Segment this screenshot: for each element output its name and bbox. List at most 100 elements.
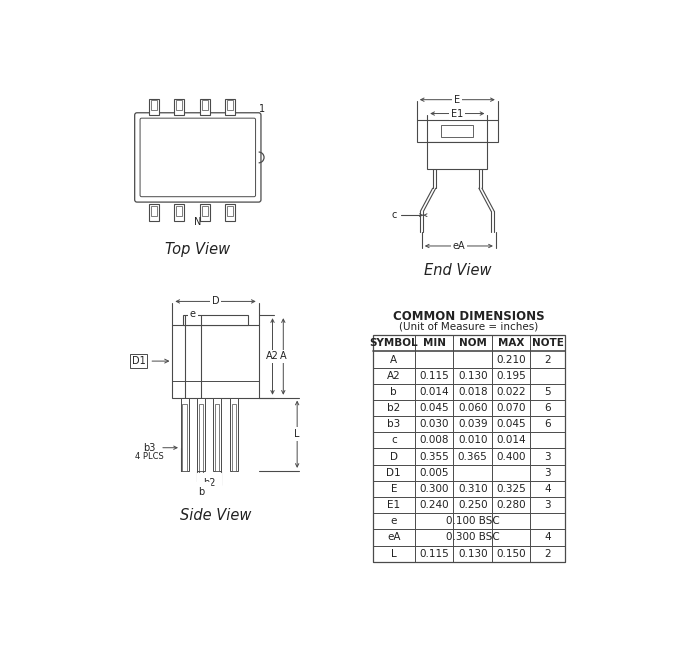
Text: 4 PLCS: 4 PLCS [135,452,164,461]
Text: e: e [391,516,397,526]
Text: L: L [295,429,300,439]
Text: 0.005: 0.005 [419,468,449,478]
Text: 0.365: 0.365 [458,452,488,462]
Bar [202,206,208,216]
Text: SYMBOL: SYMBOL [370,339,418,348]
Text: 0.240: 0.240 [419,500,449,510]
Text: 0.115: 0.115 [419,370,449,381]
Text: E: E [454,94,461,105]
Bar [199,99,210,115]
Text: 0.195: 0.195 [496,370,526,381]
Text: NOM: NOM [458,339,486,348]
Text: E: E [391,484,397,494]
Text: A: A [390,355,398,365]
Bar [172,324,258,398]
Text: 0.022: 0.022 [496,387,526,397]
Text: MAX: MAX [498,339,524,348]
Text: 0.010: 0.010 [458,436,487,445]
Text: 0.210: 0.210 [496,355,526,365]
Text: b3: b3 [143,443,155,452]
Bar [225,204,235,221]
Bar [227,100,233,111]
Bar [151,206,157,216]
Text: 0.045: 0.045 [496,419,526,429]
Text: End View: End View [424,263,491,278]
Text: 3: 3 [545,500,551,510]
Text: 0.130: 0.130 [458,549,487,559]
Text: 3: 3 [545,468,551,478]
Bar [214,398,221,471]
Text: 4: 4 [545,533,551,542]
Text: D: D [211,296,219,307]
Bar [149,204,159,221]
Text: 0.250: 0.250 [458,500,487,510]
Text: 0.014: 0.014 [496,436,526,445]
Text: 0.325: 0.325 [496,484,526,494]
Text: 6: 6 [545,419,551,429]
Text: e: e [190,309,196,319]
FancyBboxPatch shape [134,113,261,202]
Bar [372,335,565,562]
Bar [202,100,208,111]
Bar [183,404,187,471]
Text: 0.060: 0.060 [458,403,487,413]
Text: 0.008: 0.008 [419,436,449,445]
Text: A2: A2 [387,370,400,381]
Text: NOTE: NOTE [532,339,564,348]
Text: E1: E1 [452,109,463,118]
FancyBboxPatch shape [140,118,256,197]
Text: 0.400: 0.400 [496,452,526,462]
Text: 4: 4 [545,484,551,494]
Text: c: c [391,436,397,445]
Text: D: D [390,452,398,462]
Text: 0.150: 0.150 [496,549,526,559]
Bar [151,100,157,111]
Bar [225,99,235,115]
Text: b2: b2 [203,478,215,488]
Text: 0.355: 0.355 [419,452,449,462]
Text: 0.070: 0.070 [496,403,526,413]
Text: 0.310: 0.310 [458,484,487,494]
Text: (Unit of Measure = inches): (Unit of Measure = inches) [399,322,538,332]
Text: 0.300: 0.300 [419,484,449,494]
Text: Top View: Top View [165,242,230,257]
Text: MIN: MIN [423,339,446,348]
Text: 0.014: 0.014 [419,387,449,397]
Text: A2: A2 [266,352,279,361]
Bar [417,120,498,142]
Text: E1: E1 [387,500,400,510]
Text: D1: D1 [132,356,146,366]
Text: eA: eA [452,241,466,251]
Text: 0.039: 0.039 [458,419,487,429]
Text: b3: b3 [387,419,400,429]
Text: c: c [392,210,398,220]
Text: 0.045: 0.045 [419,403,449,413]
Text: L: L [391,549,397,559]
Text: 5: 5 [545,387,551,397]
Text: Side View: Side View [180,508,251,523]
Text: b: b [391,387,397,397]
Bar [232,404,237,471]
Bar [427,142,487,169]
Text: 0.100 BSC: 0.100 BSC [446,516,500,526]
Bar [197,398,204,471]
Bar [227,206,233,216]
Text: 0.300 BSC: 0.300 BSC [446,533,500,542]
Bar [230,398,238,471]
Bar [199,204,210,221]
Text: 6: 6 [545,403,551,413]
Bar [181,398,188,471]
Text: b2: b2 [387,403,400,413]
Bar [149,99,159,115]
Text: D1: D1 [386,468,401,478]
Bar [174,99,184,115]
Bar [176,100,183,111]
Text: 3: 3 [545,452,551,462]
Text: 0.115: 0.115 [419,549,449,559]
Text: 0.130: 0.130 [458,370,487,381]
Text: A: A [280,352,286,361]
Bar [441,125,473,137]
Text: N: N [194,217,202,227]
Bar [199,404,203,471]
Bar [215,404,219,471]
